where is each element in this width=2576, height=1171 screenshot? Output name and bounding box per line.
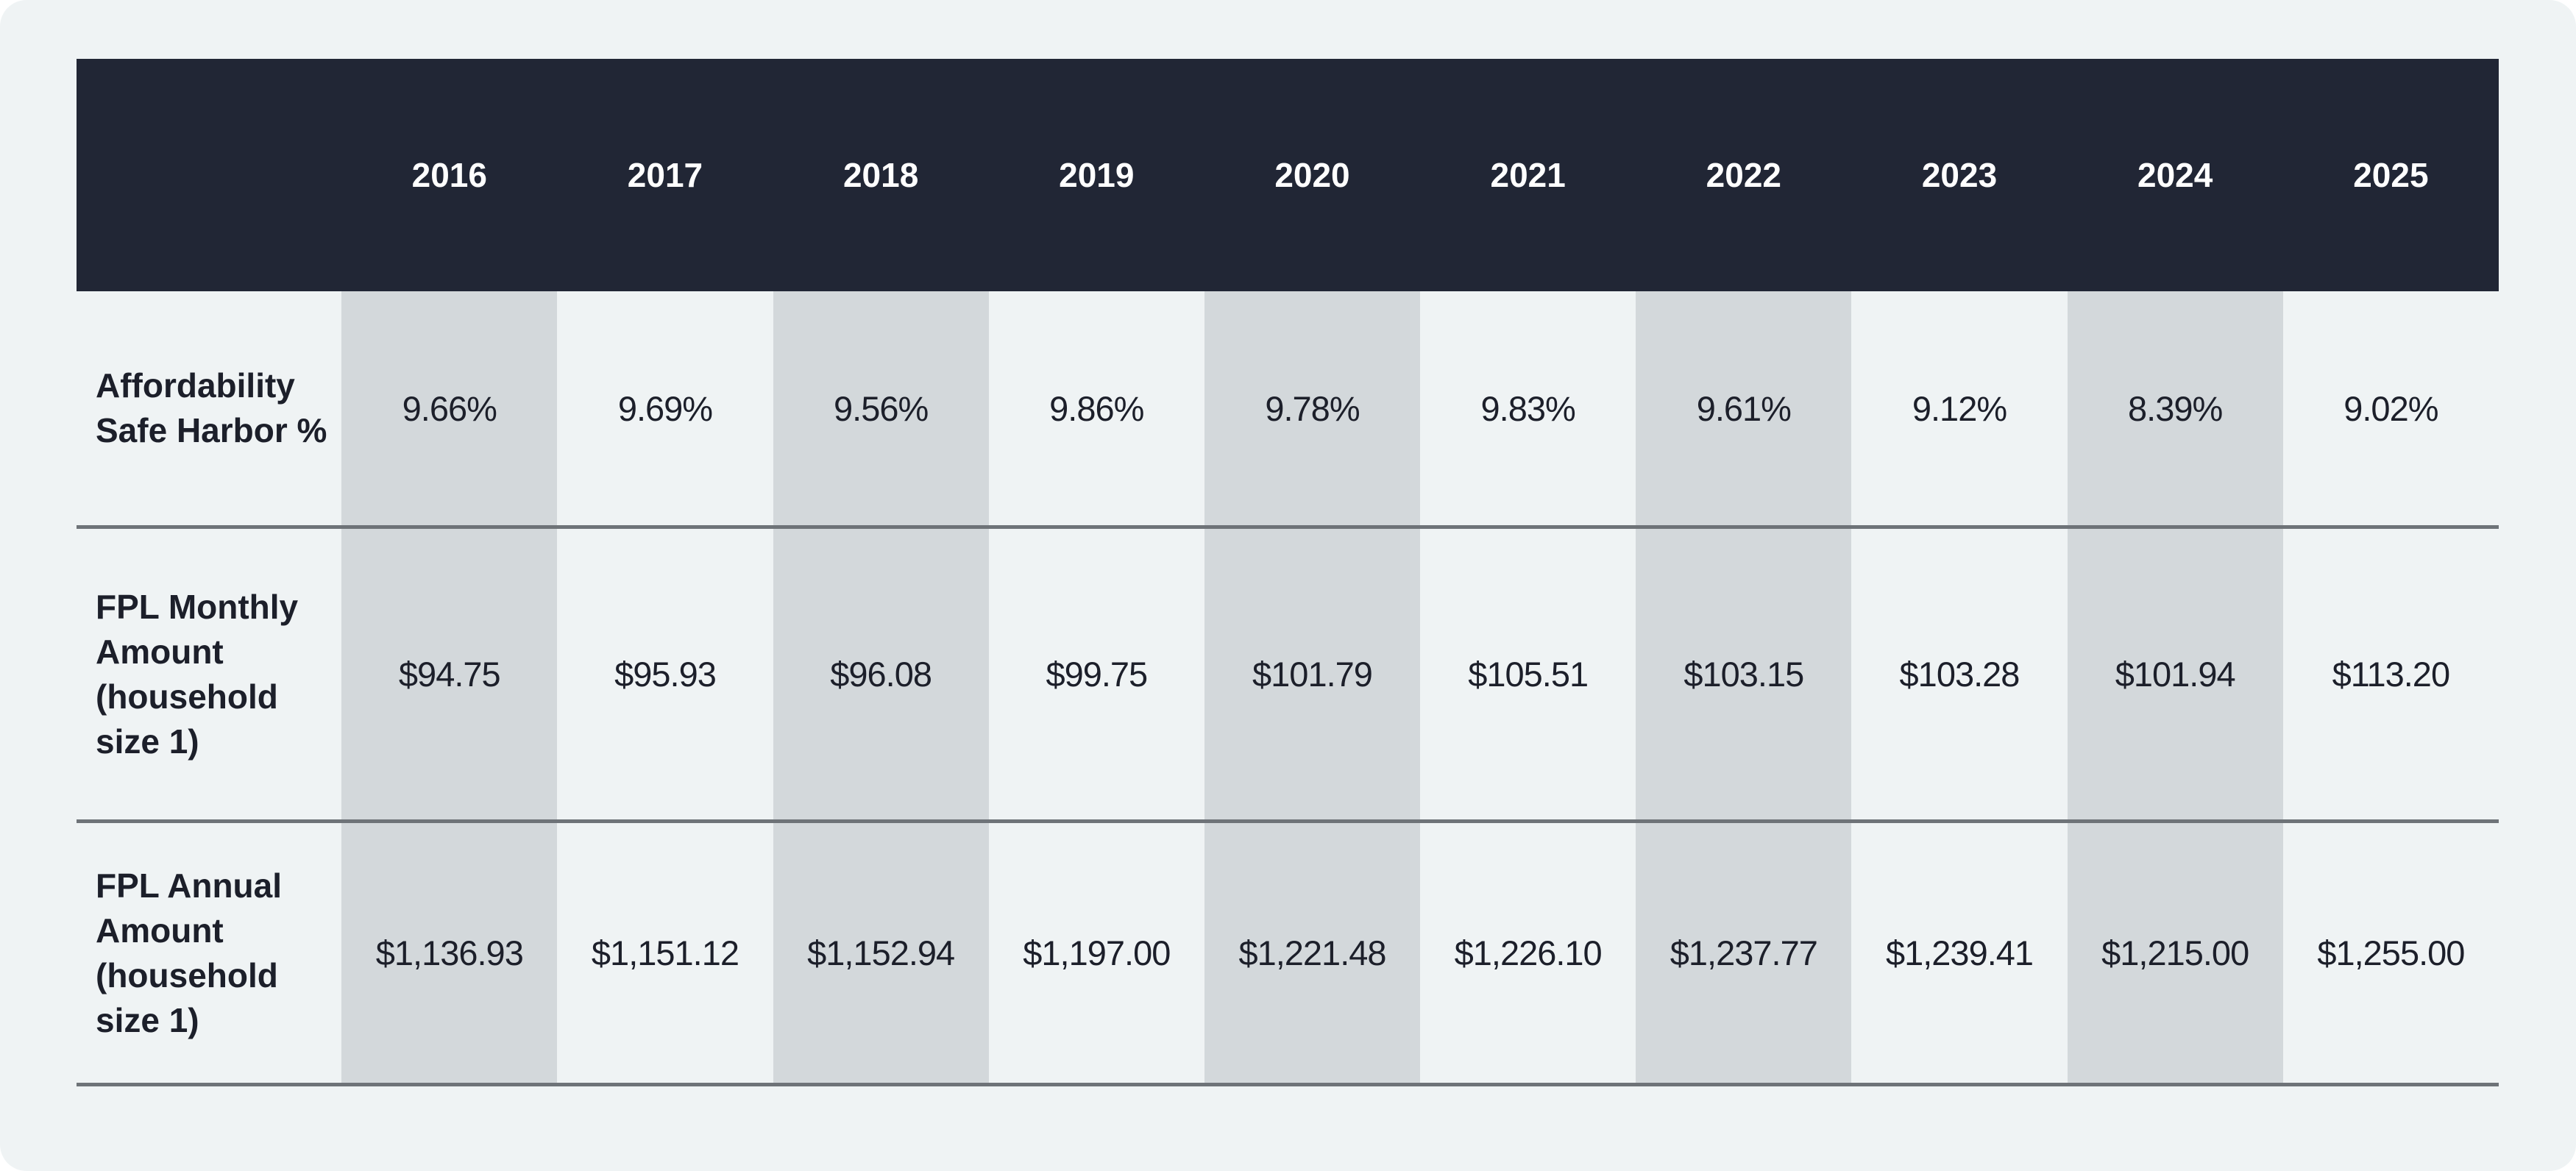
table-cell-2019: 9.86% (988, 291, 1204, 529)
table-cell-2018: 9.56% (773, 291, 989, 529)
table-cell-2023: $1,239.41 (1851, 821, 2068, 1086)
data-table-container: 2016 2017 2018 2019 2020 2021 2022 2023 2024 2025… (77, 59, 2499, 1086)
table-cell-2025: $113.20 (2282, 527, 2499, 823)
table-cell-2025: $1,255.00 (2282, 821, 2499, 1086)
column-header-2016: 2016 (341, 59, 558, 291)
table-cell-2021: 9.83% (1420, 291, 1636, 529)
column-header-2019: 2019 (988, 59, 1204, 291)
table-row: Affordability Safe Harbor % 9.66% 9.69% 9.5… (77, 291, 2499, 529)
table-cell-2025: 9.02% (2282, 291, 2499, 529)
column-header-2018: 2018 (773, 59, 989, 291)
data-table: 2016 2017 2018 2019 2020 2021 2022 2023 2024 2025… (77, 59, 2499, 1086)
table-cell-2023: $103.28 (1851, 527, 2068, 823)
row-label: Affordability Safe Harbor % (77, 291, 342, 529)
table-cell-2019: $99.75 (988, 527, 1204, 823)
row-label: FPL Annual Amount (household size 1) (77, 821, 342, 1086)
table-cell-2017: 9.69% (557, 291, 773, 529)
table-cell-2020: $1,221.48 (1204, 821, 1421, 1086)
table-row: FPL Monthly Amount (household size 1) $94… (77, 527, 2499, 823)
table-cell-2021: $105.51 (1420, 527, 1636, 823)
column-header-2017: 2017 (557, 59, 773, 291)
table-row: FPL Annual Amount (household size 1) $1,1… (77, 821, 2499, 1086)
table-cell-2023: 9.12% (1851, 291, 2068, 529)
table-cell-2024: $1,215.00 (2067, 821, 2283, 1086)
table-cell-2016: $1,136.93 (341, 821, 558, 1086)
table-cell-2017: $1,151.12 (557, 821, 773, 1086)
header-corner-cell (77, 59, 342, 291)
column-header-2021: 2021 (1420, 59, 1636, 291)
table-cell-2024: 8.39% (2067, 291, 2283, 529)
table-cell-2021: $1,226.10 (1420, 821, 1636, 1086)
column-header-2025: 2025 (2282, 59, 2499, 291)
column-header-2024: 2024 (2067, 59, 2283, 291)
header-row: 2016 2017 2018 2019 2020 2021 2022 2023 2024 2025 (77, 59, 2499, 291)
table-cell-2019: $1,197.00 (988, 821, 1204, 1086)
table-cell-2016: 9.66% (341, 291, 558, 529)
table-cell-2020: $101.79 (1204, 527, 1421, 823)
column-header-2022: 2022 (1636, 59, 1852, 291)
table-header: 2016 2017 2018 2019 2020 2021 2022 2023 2024 2025 (77, 59, 2499, 291)
row-label: FPL Monthly Amount (household size 1) (77, 527, 342, 823)
table-cell-2022: 9.61% (1636, 291, 1852, 529)
column-header-2023: 2023 (1851, 59, 2068, 291)
table-cell-2024: $101.94 (2067, 527, 2283, 823)
table-cell-2022: $1,237.77 (1636, 821, 1852, 1086)
table-cell-2020: 9.78% (1204, 291, 1421, 529)
table-cell-2018: $1,152.94 (773, 821, 989, 1086)
table-cell-2018: $96.08 (773, 527, 989, 823)
table-cell-2017: $95.93 (557, 527, 773, 823)
table-cell-2022: $103.15 (1636, 527, 1852, 823)
table-body: Affordability Safe Harbor % 9.66% 9.69% 9.5… (77, 291, 2499, 1086)
table-cell-2016: $94.75 (341, 527, 558, 823)
column-header-2020: 2020 (1204, 59, 1421, 291)
